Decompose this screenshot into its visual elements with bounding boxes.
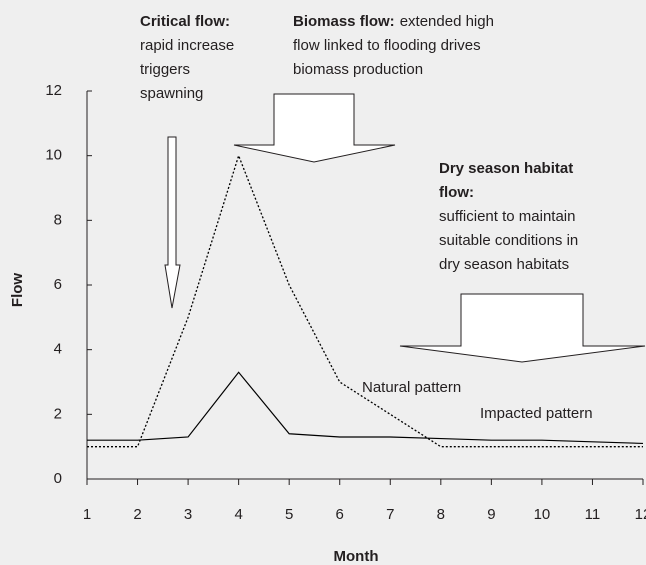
y-tick-label: 12 bbox=[45, 82, 62, 99]
annotation: Dry season habitat flow: sufficient to mai… bbox=[439, 160, 578, 273]
x-tick-label: 12 bbox=[635, 506, 646, 523]
annotation-title: Biomass flow: bbox=[293, 13, 395, 30]
annotation-text: dry season habitats bbox=[439, 256, 569, 273]
y-tick-label: 10 bbox=[45, 147, 62, 164]
critical-arrow bbox=[164, 136, 181, 309]
x-tick-label: 11 bbox=[585, 506, 601, 523]
annotation-title: Dry season habitat bbox=[439, 160, 573, 177]
annotation-title: flow: bbox=[439, 184, 474, 201]
y-axis-label: Flow bbox=[9, 273, 26, 307]
x-tick-label: 4 bbox=[234, 506, 242, 523]
y-tick-label: 2 bbox=[54, 405, 62, 422]
series-label: Natural pattern bbox=[362, 379, 461, 396]
x-tick-label: 7 bbox=[386, 506, 394, 523]
annotation-text: extended high bbox=[400, 13, 494, 30]
annotation-text: suitable conditions in bbox=[439, 232, 578, 249]
y-tick-label: 8 bbox=[54, 211, 62, 228]
biomass-arrow bbox=[233, 93, 396, 163]
x-tick-label: 8 bbox=[437, 506, 445, 523]
annotation-text: biomass production bbox=[293, 61, 423, 78]
x-tick-label: 5 bbox=[285, 506, 293, 523]
annotation-text: triggers bbox=[140, 61, 190, 78]
series-label: Impacted pattern bbox=[480, 405, 593, 422]
annotation-text: rapid increase bbox=[140, 37, 234, 54]
x-tick-label: 3 bbox=[184, 506, 192, 523]
x-axis-label: Month bbox=[334, 548, 379, 565]
x-tick-label: 6 bbox=[336, 506, 344, 523]
annotation-text: spawning bbox=[140, 85, 203, 102]
annotation-title: Critical flow: bbox=[140, 13, 230, 30]
dry-season-arrow bbox=[399, 293, 646, 363]
y-tick-label: 4 bbox=[54, 341, 62, 358]
series-line bbox=[87, 153, 643, 448]
y-tick-label: 6 bbox=[54, 276, 62, 293]
series-line bbox=[87, 371, 644, 445]
annotation-text: sufficient to maintain bbox=[439, 208, 575, 225]
annotation: Biomass flow: extended high flow linked to… bbox=[293, 13, 494, 78]
annotation: Critical flow: rapid increase triggers spaw… bbox=[140, 13, 234, 102]
y-tick-label: 0 bbox=[54, 470, 62, 487]
x-tick-label: 2 bbox=[133, 506, 141, 523]
x-tick-label: 10 bbox=[534, 506, 551, 523]
x-tick-label: 1 bbox=[83, 506, 91, 523]
x-tick-label: 9 bbox=[487, 506, 495, 523]
annotation-text: flow linked to flooding drives bbox=[293, 37, 481, 54]
